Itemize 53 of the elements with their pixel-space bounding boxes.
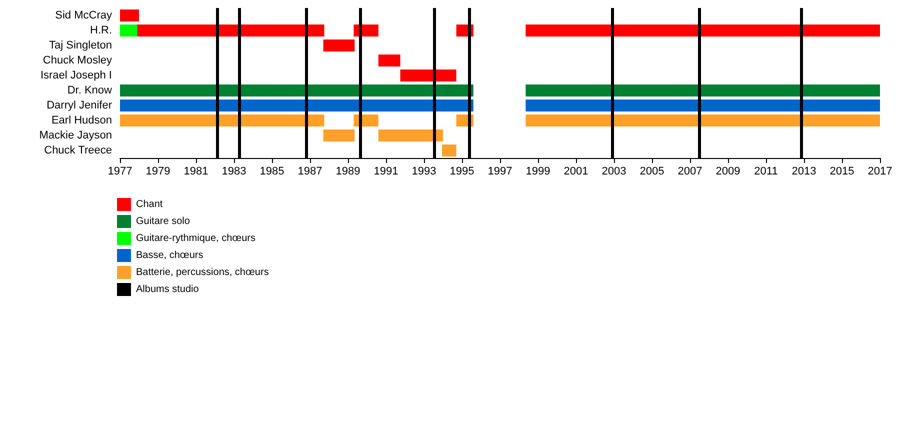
x-tick-label: 1991 [374,166,398,178]
bar [323,40,355,52]
bar [120,24,138,36]
x-tick-label: 1981 [184,166,208,178]
x-tick-label: 1987 [298,166,322,178]
x-tick-label: 2007 [678,166,702,178]
y-tick-label: Dr. Know [67,84,112,96]
legend-label: Guitare-rythmique, chœurs [136,233,256,244]
bar [400,70,456,82]
bar [526,24,880,36]
x-tick-label: 2005 [640,166,664,178]
bar [120,84,474,96]
y-tick-label: Chuck Mosley [42,54,112,66]
x-tick-label: 1989 [336,166,360,178]
x-tick-label: 1983 [222,166,246,178]
x-tick-label: 1977 [108,166,132,178]
x-tick-label: 2017 [868,166,892,178]
x-tick-label: 2015 [830,166,854,178]
bar [442,144,456,156]
bar [120,114,324,126]
y-tick-label: H.R. [90,24,112,36]
y-tick-label: Earl Hudson [51,114,112,126]
bar [378,130,443,142]
bar [137,24,324,36]
legend-label: Guitare solo [136,216,190,227]
y-tick-label: Israel Joseph I [40,70,112,82]
y-tick-label: Mackie Jayson [39,130,112,142]
bar [526,100,880,112]
x-tick-label: 2001 [564,166,588,178]
legend-label: Batterie, percussions, chœurs [136,267,269,278]
y-tick-label: Darryl Jenifer [46,100,112,112]
x-tick-label: 2003 [602,166,626,178]
bar [378,54,400,66]
legend-label: Basse, chœurs [136,250,204,261]
legend-label: Chant [136,199,163,210]
x-tick-label: 1993 [412,166,436,178]
bar [120,100,474,112]
x-tick-label: 2009 [716,166,740,178]
x-tick-label: 2013 [792,166,816,178]
x-tick-label: 1985 [260,166,284,178]
x-tick-label: 1999 [526,166,550,178]
x-tick-label: 1995 [450,166,474,178]
bar [120,10,139,22]
y-tick-label: Sid McCray [55,10,112,22]
bar [323,130,355,142]
bar [526,84,880,96]
x-tick-label: 1997 [488,166,512,178]
y-tick-label: Chuck Treece [44,144,112,156]
x-tick-label: 2011 [754,166,778,178]
y-tick-label: Taj Singleton [49,40,112,52]
bar [526,114,880,126]
x-tick-label: 1979 [146,166,170,178]
legend-label: Albums studio [136,284,200,295]
